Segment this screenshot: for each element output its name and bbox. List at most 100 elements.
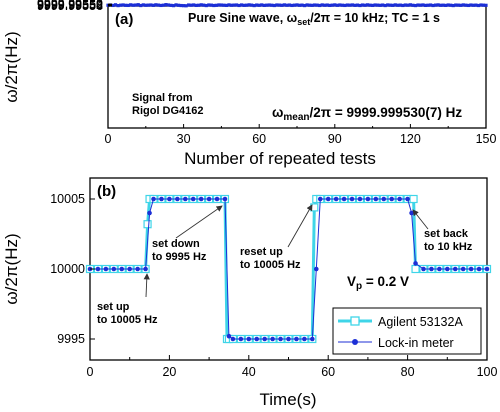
data-point-a (436, 3, 440, 7)
data-point-a (315, 3, 319, 7)
data-point-a (302, 3, 307, 8)
y-tick-label-b: 9995 (57, 332, 85, 346)
data-point-lockin (226, 333, 232, 339)
data-point-a (242, 3, 246, 7)
data-point-lockin (147, 210, 152, 216)
data-point-a (373, 3, 377, 7)
annotation-set-up-2: to 10005 Hz (97, 314, 158, 326)
data-point-lockin (445, 266, 450, 272)
data-point-a (461, 3, 465, 7)
data-point-a (464, 3, 468, 7)
data-point-lockin (159, 196, 164, 202)
data-point-a (431, 3, 435, 8)
data-point-a (121, 3, 125, 7)
data-point-a (350, 3, 355, 7)
data-point-lockin (313, 266, 319, 272)
x-tick-label-a: 120 (400, 132, 421, 146)
data-point-a (459, 3, 463, 7)
data-point-a (355, 3, 360, 7)
data-point-a (386, 3, 390, 7)
data-point-a (174, 3, 178, 7)
data-point-a (202, 3, 206, 7)
data-point-a (434, 3, 438, 7)
data-point-a (131, 3, 135, 7)
data-point-lockin (230, 336, 236, 342)
data-point-lockin (182, 196, 188, 202)
data-point-agilent (411, 264, 420, 274)
data-point-a (330, 3, 334, 7)
legend-marker-agilent (350, 316, 360, 326)
data-point-lockin (206, 196, 212, 202)
data-point-lockin (389, 196, 395, 202)
data-point-a (199, 3, 203, 7)
data-point-a (416, 3, 420, 7)
data-point-lockin (286, 336, 291, 342)
data-point-a (234, 3, 239, 7)
data-point-a (267, 3, 271, 7)
data-point-lockin (341, 196, 347, 202)
data-point-a (353, 3, 357, 7)
data-point-lockin (214, 196, 220, 202)
data-point-a (401, 3, 405, 8)
data-point-a (466, 3, 470, 8)
x-tick-label-b: 80 (401, 365, 415, 379)
arrow-set-up (143, 273, 150, 298)
data-point-a (484, 3, 488, 7)
y-tick-label-a: 9999.99556 (37, 0, 103, 13)
data-point-a (479, 3, 483, 7)
data-point-a (323, 3, 327, 7)
x-axis-label-a: Number of repeated tests (184, 149, 376, 168)
data-point-a (328, 3, 332, 8)
data-point-a (360, 3, 365, 7)
data-point-a (423, 3, 428, 8)
data-point-a (343, 3, 347, 8)
chart-title-a: Pure Sine wave, ωset/2π = 10 kHz; TC = 1… (188, 11, 440, 27)
data-point-a (358, 3, 362, 8)
legend: Agilent 53132A Lock-in meter (332, 307, 482, 355)
data-point-lockin (409, 210, 414, 216)
data-point-lockin (238, 336, 244, 342)
data-point-lockin (190, 196, 196, 202)
data-point-a (219, 3, 223, 7)
data-point-a (169, 3, 173, 7)
data-point-a (182, 4, 186, 8)
data-point-lockin (476, 266, 482, 272)
data-point-a (282, 3, 286, 7)
data-point-lockin (167, 196, 172, 202)
data-point-a (252, 3, 256, 8)
data-point-a (446, 3, 450, 7)
data-point-a (260, 3, 264, 7)
data-point-a (189, 3, 193, 7)
arrow-reset-up (287, 204, 313, 248)
data-point-a (418, 3, 423, 7)
panel-label-a: (a) (115, 11, 133, 28)
data-point-a (262, 3, 266, 8)
data-point-lockin (452, 266, 458, 272)
data-point-a (111, 3, 115, 8)
data-point-a (207, 3, 211, 7)
data-point-a (451, 3, 455, 8)
data-point-a (126, 3, 130, 8)
data-point-lockin (302, 336, 307, 342)
data-point-a (338, 3, 342, 7)
data-point-a (408, 3, 412, 7)
series-a-line (106, 3, 488, 8)
data-point-a (340, 3, 344, 7)
data-point-a (406, 3, 410, 7)
data-point-a (149, 3, 153, 7)
panel-label-b: (b) (97, 183, 116, 200)
vp-annotation: Vp = 0.2 V (347, 274, 409, 292)
data-point-a (413, 3, 418, 8)
x-tick-label-b: 100 (477, 365, 498, 379)
mean-annotation: ωmean/2π = 9999.999530(7) Hz (272, 105, 462, 123)
data-point-a (129, 3, 133, 7)
y-tick-label-a: 9999.99550 (37, 0, 103, 11)
data-point-lockin (310, 336, 315, 342)
data-point-lockin (381, 196, 387, 202)
signal-source-line1: Signal from (132, 92, 193, 104)
data-point-a (292, 3, 297, 7)
data-point-a (124, 3, 128, 7)
x-tick-label-a: 0 (105, 132, 112, 146)
data-point-a (134, 3, 138, 7)
legend-box (332, 307, 482, 355)
